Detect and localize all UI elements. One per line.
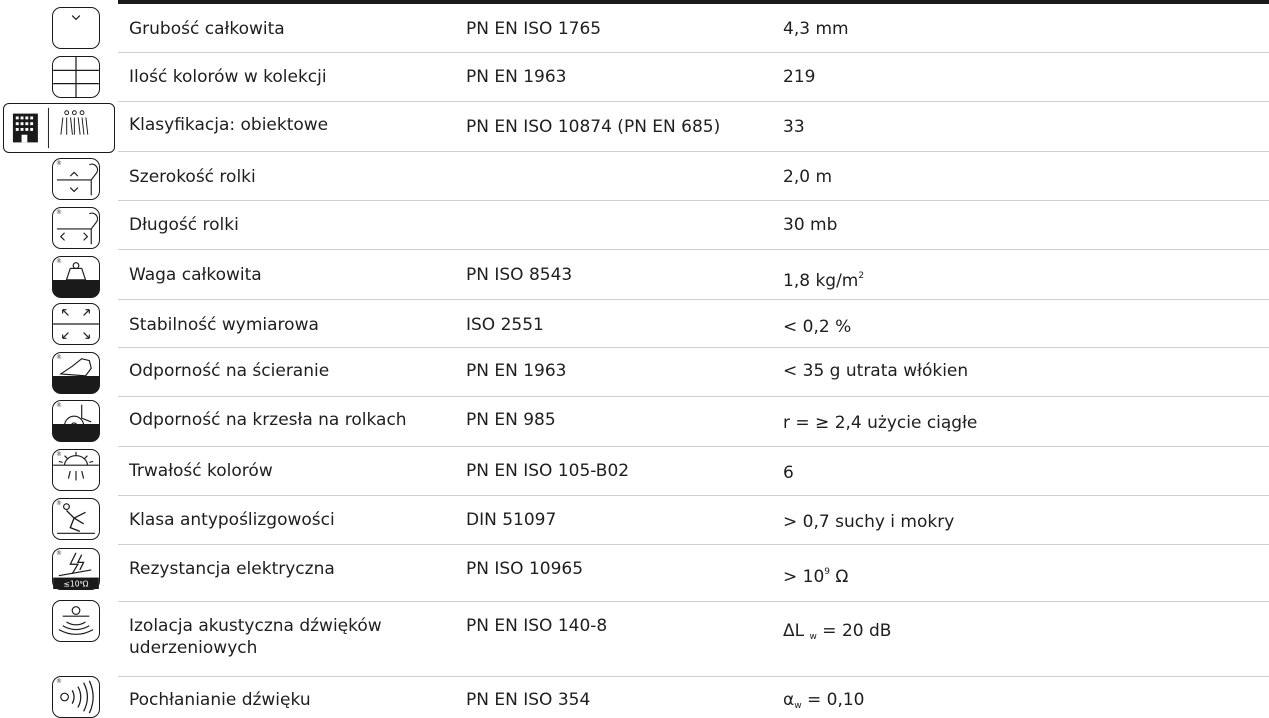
property-name: Rezystancja elektryczna xyxy=(129,559,335,579)
property-norm: PN EN 985 xyxy=(466,410,556,430)
property-name: Ilość kolorów w kolekcji xyxy=(129,67,327,87)
property-value: αw = 0,10 xyxy=(783,690,865,711)
property-norm: PN EN 1963 xyxy=(466,67,567,87)
property-value: < 0,2 % xyxy=(783,317,852,337)
table-row: Grubość całkowita PN EN ISO 1765 4,3 mm xyxy=(118,4,1269,53)
property-name: Izolacja akustyczna dźwięków uderzeniowy… xyxy=(129,616,382,658)
icon-column: ® ® ® ® ® ® ® ® ≤10⁹Ω ® xyxy=(0,0,118,718)
table-row: Izolacja akustyczna dźwięków uderzeniowy… xyxy=(118,602,1269,677)
table-row: Stabilność wymiarowa ISO 2551 < 0,2 % xyxy=(118,300,1269,348)
table-row: Długość rolki 30 mb xyxy=(118,201,1269,250)
property-value: 6 xyxy=(783,463,794,483)
property-norm: PN EN 1963 xyxy=(466,361,567,381)
electrical-resistance-icon: ® ≤10⁹Ω xyxy=(52,548,100,590)
property-norm: PN EN ISO 105-B02 xyxy=(466,461,630,481)
table-row: Pochłanianie dźwięku PN EN ISO 354 αw = … xyxy=(118,677,1269,718)
property-name: Stabilność wymiarowa xyxy=(129,315,319,335)
property-name: Odporność na ścieranie xyxy=(129,361,330,381)
lightfastness-icon: ® xyxy=(52,449,100,491)
impact-sound-icon xyxy=(52,600,100,642)
property-value: > 0,7 suchy i mokry xyxy=(783,512,955,532)
table-row: Klasyfikacja: obiektowe PN EN ISO 10874 … xyxy=(118,102,1269,152)
classification-icon xyxy=(3,103,115,153)
property-value: 219 xyxy=(783,67,816,87)
property-name: Długość rolki xyxy=(129,215,239,235)
property-value: > 109 Ω xyxy=(783,567,849,587)
thickness-icon xyxy=(52,7,100,49)
color-grid-icon xyxy=(52,56,100,98)
abrasion-icon: ® xyxy=(52,352,100,394)
property-value: 33 xyxy=(783,117,805,137)
property-name: Grubość całkowita xyxy=(129,19,285,39)
property-norm: PN EN ISO 10874 (PN EN 685) xyxy=(466,117,721,137)
anti-slip-icon: ® xyxy=(52,498,100,540)
property-name: Trwałość kolorów xyxy=(129,461,273,481)
property-value: r = ≥ 2,4 użycie ciągłe xyxy=(783,413,978,433)
property-norm: ISO 2551 xyxy=(466,315,544,335)
property-value: 4,3 mm xyxy=(783,19,849,39)
table-row: Ilość kolorów w kolekcji PN EN 1963 219 xyxy=(118,53,1269,102)
table-row: Odporność na ścieranie PN EN 1963 < 35 g… xyxy=(118,348,1269,397)
property-value: ΔL w = 20 dB xyxy=(783,621,892,642)
roll-width-icon: ® xyxy=(52,158,100,200)
table-row: Trwałość kolorów PN EN ISO 105-B02 6 xyxy=(118,447,1269,496)
property-norm: PN EN ISO 140-8 xyxy=(466,616,608,636)
property-value: 1,8 kg/m2 xyxy=(783,271,865,291)
property-norm: PN ISO 8543 xyxy=(466,265,573,285)
table-row: Rezystancja elektryczna PN ISO 10965 > 1… xyxy=(118,545,1269,602)
top-rule xyxy=(118,0,1269,4)
weight-icon: ® xyxy=(52,256,100,298)
property-value: 30 mb xyxy=(783,215,838,235)
castor-chair-icon: ® xyxy=(52,400,100,442)
property-name: Odporność na krzesła na rolkach xyxy=(129,410,407,430)
dimensional-stability-icon xyxy=(52,303,100,345)
roll-length-icon: ® xyxy=(52,207,100,249)
property-value: 2,0 m xyxy=(783,167,832,187)
property-norm: PN EN ISO 1765 xyxy=(466,19,602,39)
svg-text:≤10⁹Ω: ≤10⁹Ω xyxy=(64,580,89,589)
property-norm: PN EN ISO 354 xyxy=(466,690,591,710)
property-value: < 35 g utrata włókien xyxy=(783,361,969,381)
property-name: Szerokość rolki xyxy=(129,167,256,187)
property-norm: PN ISO 10965 xyxy=(466,559,584,579)
property-name: Klasa antypoślizgowości xyxy=(129,510,335,530)
table-row: Szerokość rolki 2,0 m xyxy=(118,152,1269,201)
property-name: Pochłanianie dźwięku xyxy=(129,690,311,710)
property-name: Klasyfikacja: obiektowe xyxy=(129,115,329,135)
table-row: Waga całkowita PN ISO 8543 1,8 kg/m2 xyxy=(118,250,1269,300)
property-norm: DIN 51097 xyxy=(466,510,557,530)
property-name: Waga całkowita xyxy=(129,265,262,285)
table-row: Klasa antypoślizgowości DIN 51097 > 0,7 … xyxy=(118,496,1269,545)
sound-absorption-icon: ® xyxy=(52,676,100,718)
table-row: Odporność na krzesła na rolkach PN EN 98… xyxy=(118,397,1269,447)
